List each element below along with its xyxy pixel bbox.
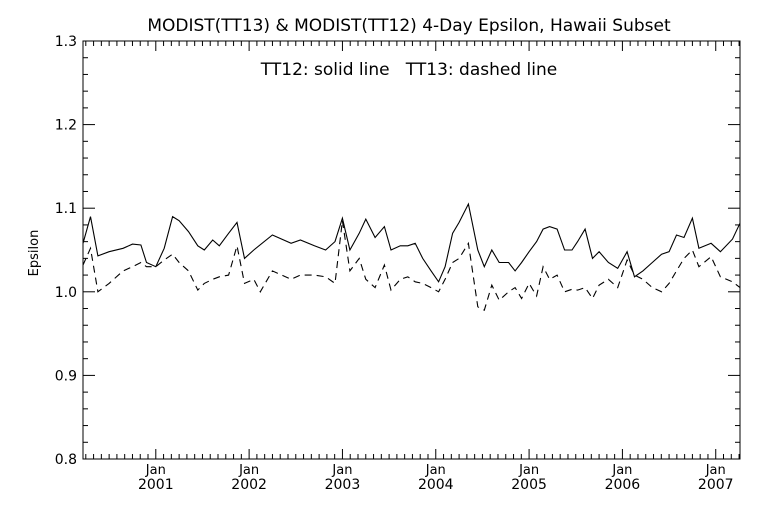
- y-tick-label: 0.9: [55, 368, 77, 384]
- plot-frame: [82, 40, 741, 460]
- series-layer: [82, 202, 741, 311]
- x-tick-month-label: Jan: [705, 463, 726, 478]
- x-tick-year-label: 2001: [138, 477, 174, 493]
- x-tick-month-label: Jan: [518, 463, 539, 478]
- y-tick-label: 0.8: [55, 452, 77, 468]
- x-tick-year-label: 2004: [418, 477, 454, 493]
- y-tick-label: 1.0: [55, 285, 77, 301]
- x-tick-month-label: Jan: [331, 463, 352, 478]
- chart-title: MODIST(TT13) & MODIST(TT12) 4-Day Epsilo…: [147, 16, 671, 36]
- x-tick-month-label: Jan: [611, 463, 632, 478]
- x-tick-year-label: 2005: [511, 477, 547, 493]
- series-tt12-line: [82, 202, 741, 283]
- series-tt13-line: [82, 220, 741, 311]
- x-tick-month-label: Jan: [238, 463, 259, 478]
- y-axis-ticks: 0.8 0.9 1.0 1.1 1.2 1.3: [55, 34, 740, 468]
- x-axis-ticks: Jan2001Jan2002Jan2003Jan2004Jan2005Jan20…: [85, 41, 740, 493]
- x-tick-month-label: Jan: [425, 463, 446, 478]
- x-tick-year-label: 2003: [325, 477, 361, 493]
- line-style-annotation: TT12: solid line TT13: dashed line: [260, 60, 557, 80]
- x-tick-year-label: 2007: [698, 477, 734, 493]
- x-tick-year-label: 2006: [605, 477, 641, 493]
- x-tick-year-label: 2002: [231, 477, 267, 493]
- x-tick-month-label: Jan: [145, 463, 166, 478]
- y-tick-label: 1.1: [55, 201, 77, 217]
- y-tick-label: 1.3: [55, 34, 77, 50]
- y-tick-label: 1.2: [55, 118, 77, 134]
- y-axis-label: Epsilon: [27, 230, 42, 277]
